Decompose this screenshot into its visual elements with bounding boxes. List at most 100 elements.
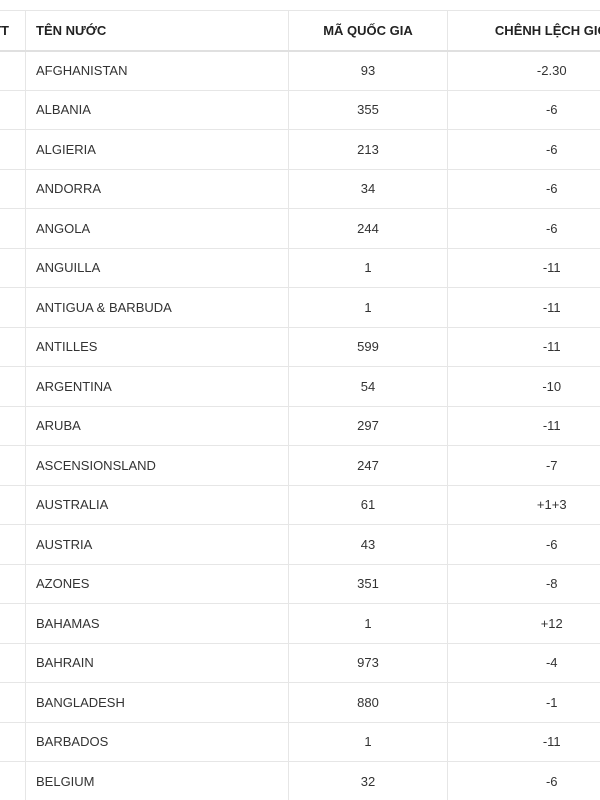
time-difference: -8 — [447, 563, 600, 604]
time-difference: -11 — [447, 287, 600, 327]
country-name: BARBADOS — [25, 721, 289, 762]
table-row: ANDORRA 34 -6 — [0, 168, 600, 209]
time-difference: -2.30 — [447, 50, 600, 90]
table-row: AFGHANISTAN 93 -2.30 — [0, 50, 600, 90]
country-name: ASCENSIONSLAND — [25, 445, 289, 485]
time-difference: -6 — [447, 89, 600, 130]
time-difference: -10 — [447, 366, 600, 406]
time-difference: -6 — [447, 129, 600, 169]
table-row: BANGLADESH 880 -1 — [0, 682, 600, 722]
index-cell — [0, 208, 26, 248]
time-difference: -4 — [447, 642, 600, 683]
index-cell — [0, 287, 26, 327]
country-name: ALBANIA — [25, 89, 289, 130]
country-name: AZONES — [25, 563, 289, 604]
country-name: BAHRAIN — [25, 642, 289, 683]
time-difference: +12 — [447, 603, 600, 643]
time-difference: -6 — [447, 761, 600, 800]
country-name: ALGIERIA — [25, 129, 289, 169]
index-cell — [0, 603, 26, 643]
table-row: ALGIERIA 213 -6 — [0, 129, 600, 169]
table-row: BELGIUM 32 -6 — [0, 761, 600, 800]
index-cell — [0, 366, 26, 406]
country-code: 973 — [288, 642, 448, 683]
index-cell — [0, 642, 26, 683]
table-row: AUSTRIA 43 -6 — [0, 524, 600, 564]
country-name: ANTILLES — [25, 326, 289, 367]
time-difference: -6 — [447, 168, 600, 209]
table-row: BARBADOS 1 -11 — [0, 721, 600, 762]
time-difference: -11 — [447, 247, 600, 288]
country-name: ARGENTINA — [25, 366, 289, 406]
index-cell — [0, 445, 26, 485]
country-code: 599 — [288, 326, 448, 367]
table-row: ANGUILLA 1 -11 — [0, 247, 600, 288]
table-row: ANGOLA 244 -6 — [0, 208, 600, 248]
column-header: STT — [0, 10, 26, 52]
index-cell — [0, 168, 26, 209]
index-cell — [0, 405, 26, 446]
column-header: TÊN NƯỚC — [25, 10, 289, 52]
time-difference: -6 — [447, 208, 600, 248]
time-difference: -11 — [447, 405, 600, 446]
index-cell — [0, 247, 26, 288]
index-cell — [0, 761, 26, 800]
country-name: ARUBA — [25, 405, 289, 446]
index-cell — [0, 89, 26, 130]
table-row: BAHAMAS 1 +12 — [0, 603, 600, 643]
table-row: AZONES 351 -8 — [0, 563, 600, 604]
table-row: ARUBA 297 -11 — [0, 405, 600, 446]
index-cell — [0, 682, 26, 722]
country-name: AUSTRALIA — [25, 484, 289, 525]
index-cell — [0, 484, 26, 525]
time-difference: -11 — [447, 326, 600, 367]
column-header: CHÊNH LỆCH GIỜ — [447, 10, 600, 52]
table-row: AUSTRALIA 61 +1+3 — [0, 484, 600, 525]
country-code: 351 — [288, 563, 448, 604]
country-code: 355 — [288, 89, 448, 130]
country-name: BANGLADESH — [25, 682, 289, 722]
table-row: ANTILLES 599 -11 — [0, 326, 600, 367]
time-difference: -11 — [447, 721, 600, 762]
time-difference: -1 — [447, 682, 600, 722]
country-code: 1 — [288, 247, 448, 288]
table-row: ASCENSIONSLAND 247 -7 — [0, 445, 600, 485]
country-code: 32 — [288, 761, 448, 800]
country-code: 43 — [288, 524, 448, 564]
column-header: MÃ QUỐC GIA — [288, 10, 448, 52]
country-name: AUSTRIA — [25, 524, 289, 564]
table-row: ALBANIA 355 -6 — [0, 89, 600, 130]
country-name: ANDORRA — [25, 168, 289, 209]
index-cell — [0, 50, 26, 90]
time-difference: -6 — [447, 524, 600, 564]
country-name: AFGHANISTAN — [25, 50, 289, 90]
country-name: ANGUILLA — [25, 247, 289, 288]
index-cell — [0, 524, 26, 564]
country-code: 297 — [288, 405, 448, 446]
country-name: ANTIGUA & BARBUDA — [25, 287, 289, 327]
index-cell — [0, 129, 26, 169]
country-code: 247 — [288, 445, 448, 485]
country-code: 1 — [288, 603, 448, 643]
country-code: 244 — [288, 208, 448, 248]
country-code: 54 — [288, 366, 448, 406]
table-row: ARGENTINA 54 -10 — [0, 366, 600, 406]
index-cell — [0, 326, 26, 367]
table-row: BAHRAIN 973 -4 — [0, 642, 600, 683]
country-code: 213 — [288, 129, 448, 169]
country-name: ANGOLA — [25, 208, 289, 248]
country-code: 880 — [288, 682, 448, 722]
time-difference: -7 — [447, 445, 600, 485]
country-code: 1 — [288, 721, 448, 762]
country-name: BELGIUM — [25, 761, 289, 800]
country-code: 93 — [288, 50, 448, 90]
table-row: ANTIGUA & BARBUDA 1 -11 — [0, 287, 600, 327]
country-code: 1 — [288, 287, 448, 327]
index-cell — [0, 721, 26, 762]
time-difference: +1+3 — [447, 484, 600, 525]
country-code: 61 — [288, 484, 448, 525]
